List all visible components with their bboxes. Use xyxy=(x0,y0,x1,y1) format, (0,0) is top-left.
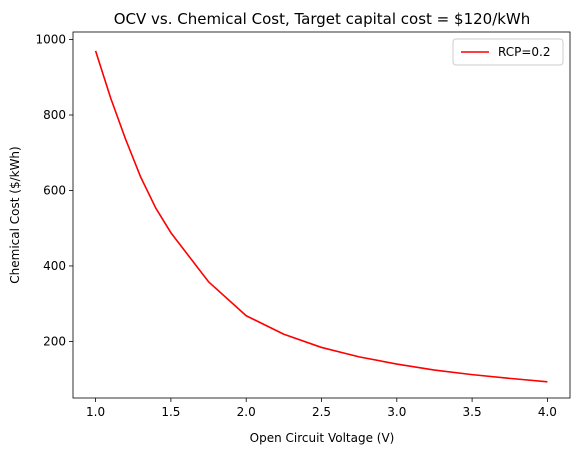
x-tick-label: 2.0 xyxy=(237,405,256,419)
plot-frame xyxy=(72,31,571,399)
x-tick-label: 3.0 xyxy=(387,405,406,419)
y-tick-label: 400 xyxy=(43,259,66,273)
legend-label: RCP=0.2 xyxy=(498,45,551,59)
x-axis: 1.0 1.5 2.0 2.5 3.0 3.5 4.0 xyxy=(86,398,557,419)
series-line xyxy=(94,50,548,383)
y-axis-label: Chemical Cost ($/kWh) xyxy=(8,146,22,283)
x-tick-label: 3.5 xyxy=(463,405,482,419)
legend: RCP=0.2 xyxy=(452,38,564,66)
y-tick-label: 600 xyxy=(43,183,66,197)
x-tick-label: 1.5 xyxy=(161,405,180,419)
x-tick-label: 1.0 xyxy=(86,405,105,419)
chart-title: OCV vs. Chemical Cost, Target capital co… xyxy=(114,10,531,28)
x-tick-label: 2.5 xyxy=(312,405,331,419)
legend-box xyxy=(452,38,564,66)
y-tick-label: 200 xyxy=(43,334,66,348)
y-tick-label: 1000 xyxy=(35,33,66,47)
x-axis-label: Open Circuit Voltage (V) xyxy=(250,431,395,445)
y-axis: 200 400 600 800 1000 xyxy=(35,33,73,348)
y-tick-label: 800 xyxy=(43,108,66,122)
series-layer xyxy=(94,50,548,383)
x-tick-label: 4.0 xyxy=(538,405,557,419)
plot-area xyxy=(72,31,571,399)
